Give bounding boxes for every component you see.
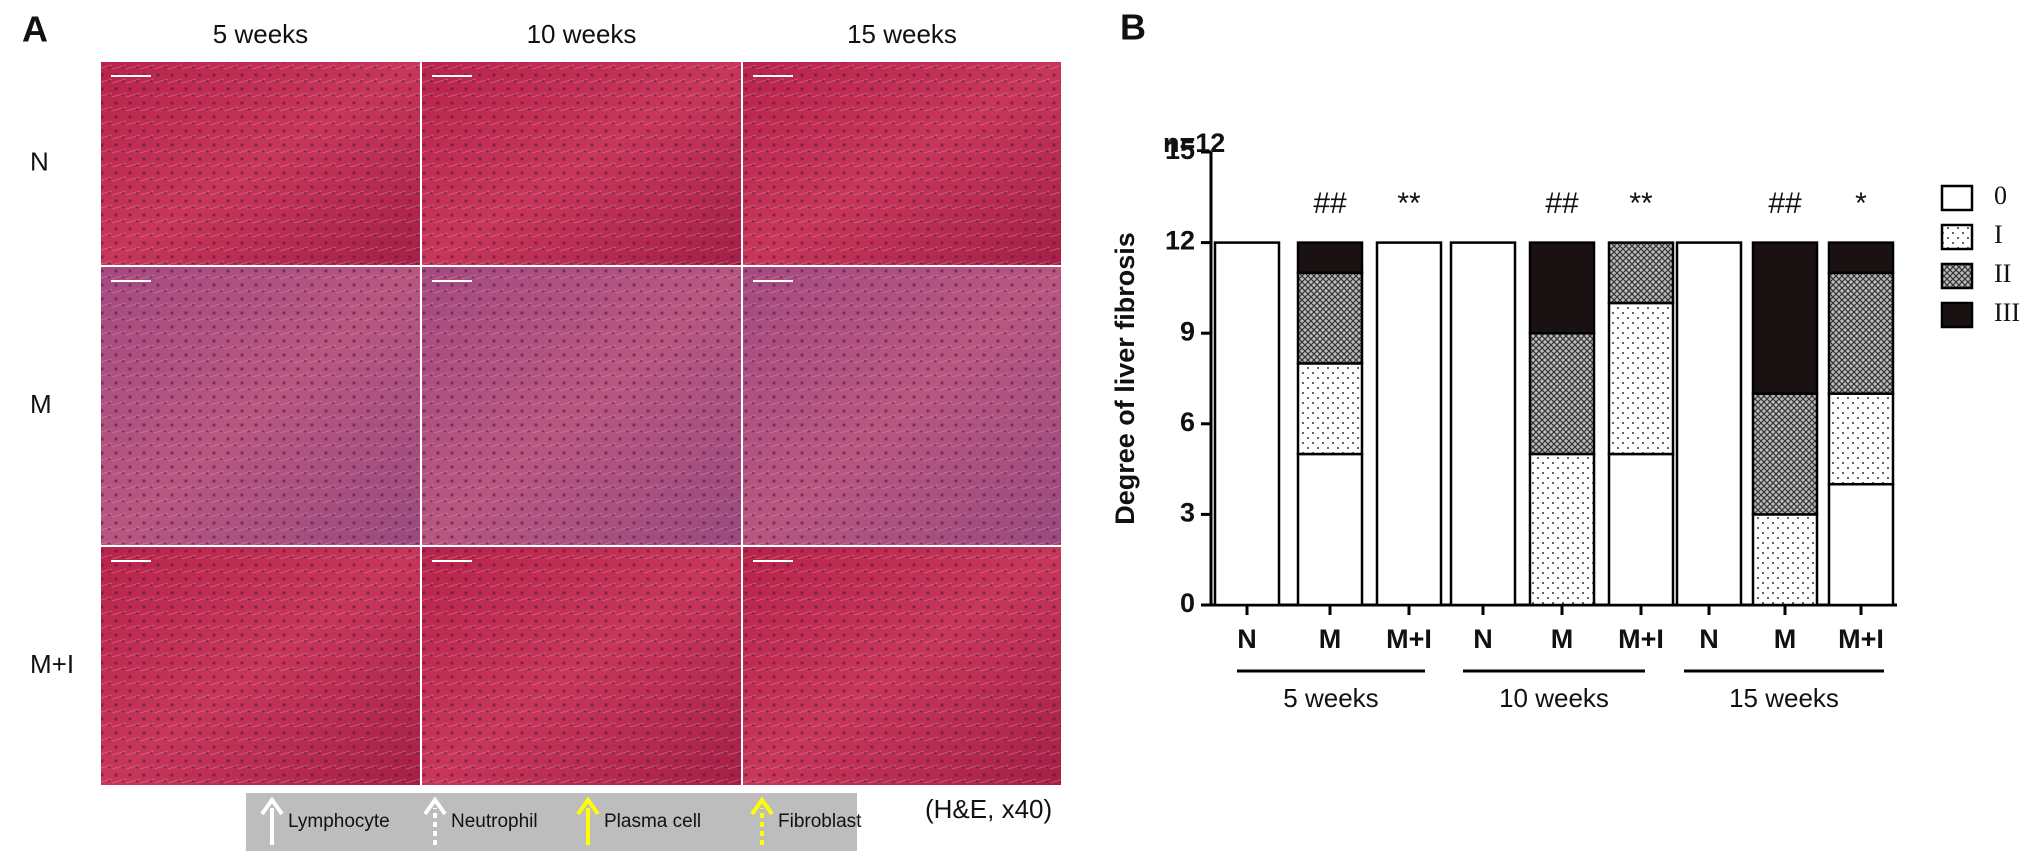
- x-tick-label: M: [1319, 624, 1342, 654]
- bar-segment: [1449, 241, 1517, 607]
- bar-segment: [1827, 392, 1895, 486]
- micrograph-texture: [422, 267, 741, 545]
- significance-mark: **: [1629, 187, 1653, 220]
- micrograph-texture: [743, 267, 1061, 545]
- group-label: 5 weeks: [1283, 683, 1378, 713]
- bar-segment: [1607, 452, 1675, 607]
- column-header: 5 weeks: [213, 19, 308, 49]
- bar-segment: [1607, 301, 1675, 456]
- x-tick-label: M+I: [1386, 624, 1432, 654]
- sample-note: n=12: [1163, 128, 1225, 158]
- x-tick-label: M+I: [1838, 624, 1884, 654]
- legend-swatch: [1940, 184, 1974, 212]
- bar-segment: [1528, 241, 1596, 335]
- legend-label: Plasma cell: [604, 811, 701, 832]
- bar-segment: [1751, 513, 1819, 607]
- significance-mark: **: [1397, 187, 1421, 220]
- micrograph-texture: [422, 62, 741, 265]
- legend-label: Fibroblast: [778, 811, 862, 832]
- legend-label: III: [1994, 298, 2020, 327]
- arrow-head: [260, 796, 284, 816]
- significance-mark: ##: [1313, 187, 1347, 220]
- y-tick-label: 0: [1180, 588, 1195, 618]
- significance-mark: ##: [1768, 187, 1802, 220]
- legend-box: [246, 793, 857, 851]
- bar-segment: [1528, 331, 1596, 456]
- micrograph-texture: [743, 547, 1061, 785]
- cell-legend: Lymphocyte Neutrophil Plasma cell Fibroblas…: [246, 793, 862, 851]
- x-tick-label: N: [1699, 624, 1719, 654]
- bar-segment: [1296, 241, 1364, 275]
- y-tick-label: 15: [1165, 135, 1195, 165]
- micrograph-texture: [743, 62, 1061, 265]
- row-label: N: [30, 146, 49, 176]
- arrow-head: [576, 796, 600, 816]
- micrograph-texture: [422, 547, 741, 785]
- legend-label: Neutrophil: [451, 811, 538, 832]
- micrograph-texture: [101, 62, 420, 265]
- bar-segment: [1827, 271, 1895, 395]
- x-tick-label: M+I: [1618, 624, 1664, 654]
- micrograph-texture: [101, 267, 420, 545]
- bar-segment: [1296, 452, 1364, 607]
- bar-segment: [1751, 392, 1819, 516]
- y-axis-label: Degree of liver fibrosis: [1110, 232, 1140, 525]
- legend-swatch: [1940, 301, 1974, 329]
- chart: Degree of liver fibrosis n=12 0 3 6 9 12 15 N M ##…: [1110, 128, 2020, 713]
- column-header: 10 weeks: [527, 19, 637, 49]
- x-tick-label: M: [1551, 624, 1574, 654]
- bar-segment: [1528, 452, 1596, 607]
- bar-segment: [1827, 482, 1895, 607]
- bar-segment: [1607, 241, 1675, 305]
- panel-label: B: [1120, 7, 1146, 48]
- significance-mark: ##: [1545, 187, 1579, 220]
- significance-mark: *: [1855, 187, 1867, 220]
- legend-swatch: [1940, 262, 1974, 290]
- stain-note: (H&E, x40): [925, 794, 1052, 824]
- bar-segment: [1213, 241, 1281, 607]
- arrow-head: [423, 796, 447, 816]
- legend-label: Lymphocyte: [288, 811, 390, 832]
- x-tick-label: N: [1473, 624, 1493, 654]
- group-label: 15 weeks: [1729, 683, 1839, 713]
- legend-label: II: [1994, 259, 2011, 288]
- x-tick-label: M: [1774, 624, 1797, 654]
- bar-segment: [1675, 241, 1743, 607]
- row-label: M: [30, 389, 52, 419]
- y-tick-label: 12: [1165, 226, 1195, 256]
- micrograph-panel: 5 weeks 10 weeks 15 weeks N M M+I: [30, 19, 1061, 785]
- bar-segment: [1751, 241, 1819, 395]
- bar-segment: [1296, 362, 1364, 456]
- bar-segment: [1375, 241, 1443, 607]
- panel-label: A: [22, 9, 48, 50]
- bar-segment: [1827, 241, 1895, 275]
- group-label: 10 weeks: [1499, 683, 1609, 713]
- legend-label: 0: [1994, 181, 2007, 210]
- x-tick-label: N: [1237, 624, 1257, 654]
- legend-swatch: [1940, 223, 1974, 251]
- bar-segment: [1296, 271, 1364, 365]
- y-tick-label: 9: [1180, 316, 1195, 346]
- row-label: M+I: [30, 649, 74, 679]
- y-tick-label: 3: [1180, 498, 1195, 528]
- micrograph-texture: [101, 547, 420, 785]
- column-header: 15 weeks: [847, 19, 957, 49]
- legend-label: I: [1994, 220, 2003, 249]
- y-tick-label: 6: [1180, 407, 1195, 437]
- arrow-head: [750, 796, 774, 816]
